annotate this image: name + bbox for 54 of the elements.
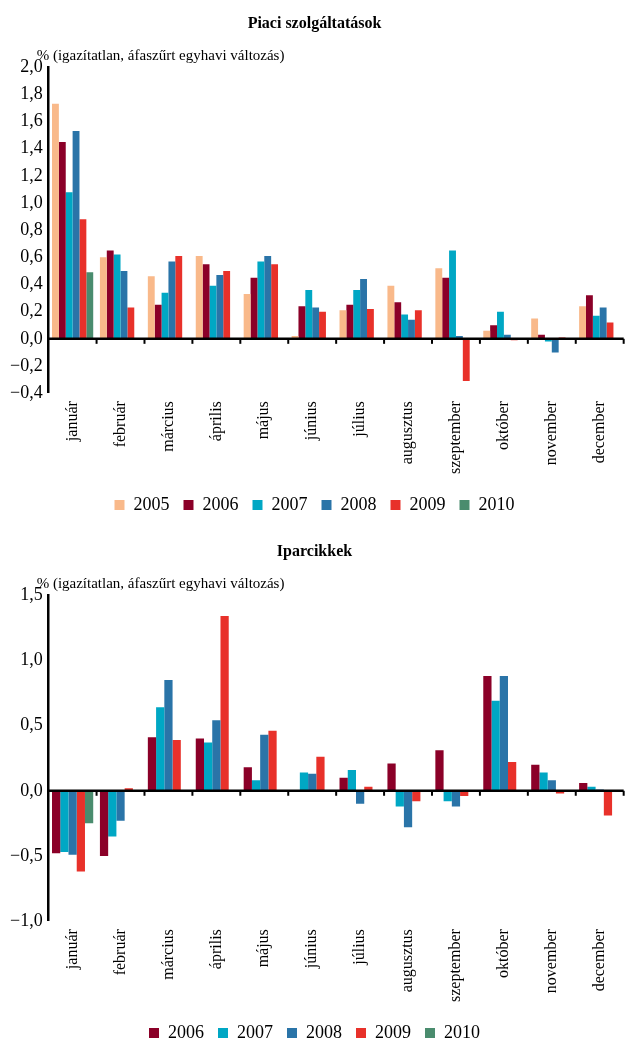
- x-tick-label: szeptember: [446, 400, 465, 475]
- x-tick-label: június: [302, 929, 321, 970]
- x-tick-label: március: [158, 929, 176, 980]
- x-tick-label: augusztus: [398, 929, 417, 993]
- legend-label: 2007: [237, 1021, 273, 1042]
- x-tick-label: február: [110, 928, 128, 976]
- y-tick-label: −0,2: [10, 354, 43, 375]
- chart-title: Piaci szolgáltatások: [247, 13, 382, 32]
- legend-label: 2009: [409, 493, 446, 514]
- y-tick-label: 1,0: [20, 649, 43, 670]
- x-tick-label: szeptember: [446, 928, 465, 1003]
- y-tick-label: 0,4: [20, 273, 43, 294]
- x-tick-label: március: [158, 401, 176, 452]
- y-tick-label: 0,5: [20, 714, 43, 735]
- y-tick-label: 1,0: [20, 191, 43, 212]
- y-tick-label: 0,2: [20, 300, 43, 321]
- legend-label: 2008: [306, 1021, 342, 1042]
- chart-title: Iparcikkek: [276, 541, 353, 560]
- y-tick-label: −1,0: [10, 909, 43, 930]
- legend-label: 2006: [202, 493, 239, 514]
- y-tick-label: −0,4: [10, 381, 43, 402]
- legend-label: 2010: [478, 493, 515, 514]
- x-tick-label: május: [254, 401, 273, 440]
- y-tick-label: 1,2: [20, 164, 43, 185]
- x-tick-label: október: [494, 928, 512, 979]
- y-tick-label: 0,0: [20, 779, 43, 800]
- x-tick-label: január: [62, 928, 81, 971]
- x-tick-label: december: [589, 400, 607, 464]
- x-tick-label: július: [350, 401, 369, 438]
- y-tick-label: 1,8: [20, 83, 43, 104]
- y-tick-label: 0,0: [20, 327, 43, 348]
- y-tick-label: 0,6: [20, 246, 43, 267]
- x-tick-label: június: [302, 401, 321, 442]
- x-tick-label: július: [350, 929, 369, 966]
- legend-label: 2010: [444, 1021, 480, 1042]
- x-tick-label: december: [589, 928, 607, 992]
- y-tick-label: 1,4: [20, 137, 43, 158]
- x-tick-label: január: [62, 400, 81, 443]
- x-tick-label: november: [542, 928, 559, 994]
- x-tick-label: február: [110, 400, 128, 448]
- x-tick-label: november: [542, 400, 559, 466]
- y-tick-label: 0,8: [20, 218, 43, 239]
- legend-label: 2009: [375, 1021, 411, 1042]
- legend-label: 2006: [168, 1021, 204, 1042]
- x-tick-label: október: [494, 400, 512, 451]
- y-tick-label: 1,6: [20, 110, 43, 131]
- legend-label: 2008: [340, 493, 377, 514]
- x-tick-label: augusztus: [398, 401, 417, 465]
- legend-label: 2005: [133, 493, 170, 514]
- x-tick-label: május: [254, 929, 273, 968]
- legend-label: 2007: [271, 493, 308, 514]
- x-tick-label: április: [206, 401, 225, 442]
- y-tick-label: −0,5: [10, 844, 43, 865]
- x-tick-label: április: [206, 929, 225, 970]
